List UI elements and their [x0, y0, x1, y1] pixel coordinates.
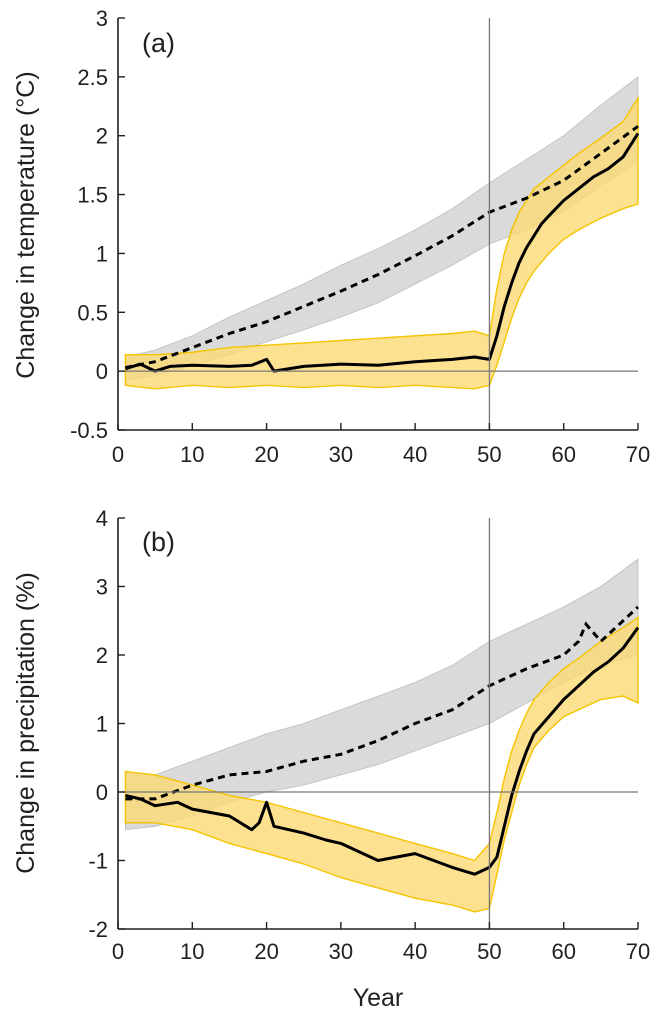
precipitation-y-axis-label: Change in precipitation (%) — [12, 572, 40, 874]
yellow-uncertainty-band — [124, 95, 639, 390]
solid-series-line — [124, 132, 640, 373]
x-tick-label: 60 — [551, 442, 575, 467]
x-tick-label: 0 — [112, 939, 124, 964]
x-tick-label: 50 — [477, 442, 501, 467]
x-tick-label: 60 — [551, 939, 575, 964]
y-tick-label: 1.5 — [77, 183, 108, 208]
y-tick-label: -1 — [88, 849, 108, 874]
x-tick-label: 20 — [254, 939, 278, 964]
solid-series-line — [125, 626, 640, 876]
x-tick-label: 30 — [329, 442, 353, 467]
y-tick-label: -0.5 — [70, 418, 108, 443]
yellow-uncertainty-band — [124, 615, 639, 913]
x-tick-label: 40 — [403, 939, 427, 964]
x-tick-label: 70 — [626, 939, 650, 964]
y-tick-label: 2 — [96, 643, 108, 668]
dashed-series-line — [125, 125, 639, 370]
y-tick-label: 2 — [96, 124, 108, 149]
y-tick-label: 0.5 — [77, 300, 108, 325]
x-tick-label: 0 — [112, 442, 124, 467]
x-tick-label: 20 — [254, 442, 278, 467]
dashed-series-line — [125, 605, 640, 801]
panel-label-a: (a) — [142, 28, 175, 58]
y-tick-label: -2 — [88, 917, 108, 942]
x-tick-label: 70 — [626, 442, 650, 467]
y-tick-label: 3 — [96, 575, 108, 600]
precipitation-panel: 0 10 20 30 40 50 60 70 -2 -1 0 1 2 3 4 (b) Change in p… — [12, 506, 650, 1012]
x-tick-label: 40 — [403, 442, 427, 467]
temperature-y-axis-label: Change in temperature (°C) — [12, 71, 40, 378]
y-tick-label: 2.5 — [77, 65, 108, 90]
y-tick-label: 0 — [96, 359, 108, 384]
x-tick-label: 10 — [180, 442, 204, 467]
panel-label-b: (b) — [142, 527, 175, 557]
plot-area: 0 10 20 30 40 50 60 70 -2 -1 0 1 2 3 4 — [88, 506, 650, 964]
x-axis-label: Year — [353, 984, 404, 1012]
x-tick-label: 50 — [477, 939, 501, 964]
y-tick-label: 1 — [96, 712, 108, 737]
x-tick-label: 30 — [329, 939, 353, 964]
y-tick-label: 1 — [96, 241, 108, 266]
y-tick-label: 3 — [96, 6, 108, 31]
plot-area: 0 10 20 30 40 50 60 70-0.500.511.522.53 — [70, 6, 650, 467]
x-tick-label: 10 — [180, 939, 204, 964]
y-tick-label: 0 — [96, 780, 108, 805]
temperature-panel: 0 10 20 30 40 50 60 70-0.500.511.522.53 (a) Cha… — [12, 6, 650, 467]
y-tick-label: 4 — [96, 506, 108, 531]
